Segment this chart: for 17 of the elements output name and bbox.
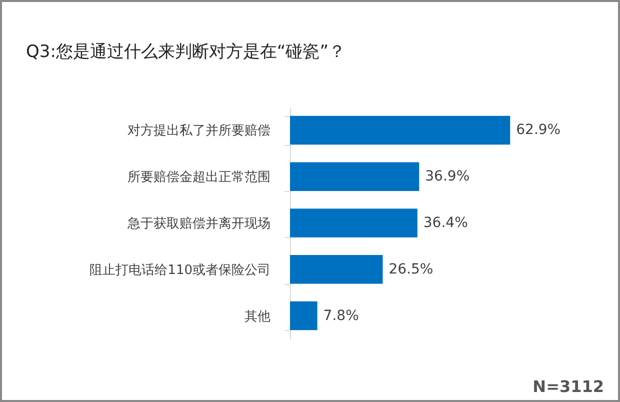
data-label: 36.9% xyxy=(425,168,470,185)
data-label: 26.5% xyxy=(388,261,434,278)
y-tick-label: 阻止打电话给110或者保险公司 xyxy=(90,262,270,278)
chart-title: Q3:您是通过什么来判断对方是在“碰瓷”？ xyxy=(26,42,346,62)
data-label: 7.8% xyxy=(323,308,359,324)
bar xyxy=(290,301,318,330)
bar xyxy=(290,255,383,284)
y-tick-label: 所要赔偿金超出正常范围 xyxy=(128,170,270,186)
data-label: 36.4% xyxy=(423,215,468,231)
bar xyxy=(290,116,510,145)
y-tick-label: 对方提出私了并所要赔偿 xyxy=(128,122,270,139)
y-tick-label: 急于获取赔偿并离开现场 xyxy=(126,216,270,232)
bar xyxy=(290,208,418,238)
y-tick-label: 其他 xyxy=(244,309,270,324)
data-label: 62.9% xyxy=(516,122,561,138)
bar xyxy=(290,162,420,191)
text: N=3112 xyxy=(532,377,604,396)
